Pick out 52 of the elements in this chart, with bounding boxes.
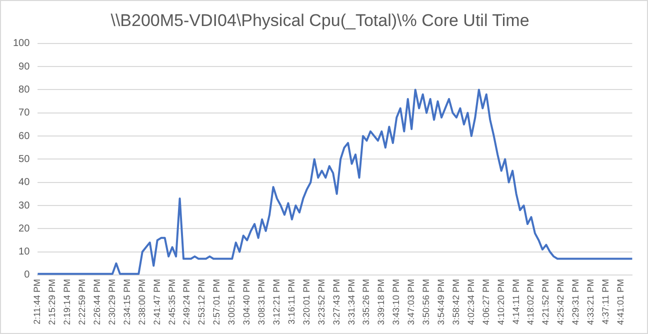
x-tick-label: 4:02:34 PM (466, 278, 476, 326)
x-tick-label: 3:54:49 PM (436, 278, 446, 326)
x-tick-label: 3:20:01 PM (301, 278, 312, 326)
x-tick-label: 4:06:27 PM (480, 278, 491, 326)
y-tick-label: 0 (24, 270, 30, 281)
y-tick-label: 70 (18, 108, 30, 119)
x-tick-label: 4:18:02 PM (526, 278, 536, 326)
x-tick-label: 4:33:21 PM (586, 278, 596, 326)
x-tick-label: 4:14:11 PM (510, 278, 521, 324)
x-tick-label: 3:16:11 PM (286, 278, 296, 324)
y-tick-label: 80 (18, 84, 30, 96)
x-tick-label: 4:41:01 PM (615, 278, 626, 326)
y-tick-label: 30 (18, 200, 30, 212)
x-tick-label: 3:47:03 PM (406, 278, 416, 326)
x-tick-label: 3:08:31 PM (256, 278, 267, 326)
x-tick-label: 3:39:18 PM (376, 278, 386, 326)
x-tick-label: 2:15:29 PM (47, 278, 58, 326)
x-tick-label: 3:00:51 PM (226, 278, 237, 326)
chart-title: \\B200M5-VDI04\Physical Cpu(_Total)\% Core Util Time (110, 10, 530, 30)
y-tick-label: 100 (12, 38, 30, 50)
y-tick-label: 10 (18, 246, 30, 258)
x-tick-label: 2:19:14 PM (62, 278, 72, 326)
y-tick-label: 90 (18, 61, 30, 72)
x-tick-label: 2:53:12 PM (196, 278, 207, 326)
x-tick-label: 2:26:44 PM (92, 278, 102, 326)
x-tick-label: 2:49:24 PM (182, 278, 192, 326)
x-tick-label: 4:21:52 PM (540, 278, 551, 326)
x-tick-label: 2:22:59 PM (77, 278, 88, 326)
x-tick-label: 2:11:44 PM (32, 278, 42, 324)
x-tick-label: 3:12:21 PM (271, 278, 282, 326)
y-tick-label: 20 (18, 223, 30, 234)
y-tick-label: 60 (18, 130, 30, 142)
y-tick-label: 40 (18, 177, 30, 188)
x-tick-label: 3:43:10 PM (391, 278, 402, 326)
x-tick-label: 2:30:29 PM (106, 278, 117, 326)
x-tick-label: 4:25:42 PM (556, 278, 566, 326)
x-tick-label: 4:10:20 PM (496, 278, 506, 326)
x-tick-label: 3:35:26 PM (361, 278, 372, 326)
x-tick-label: 3:04:40 PM (242, 278, 252, 326)
x-tick-label: 2:57:01 PM (212, 278, 222, 326)
x-tick-label: 2:45:35 PM (166, 278, 177, 326)
x-tick-label: 4:29:31 PM (570, 278, 581, 326)
x-tick-label: 3:27:43 PM (331, 278, 342, 326)
x-tick-label: 2:38:00 PM (136, 278, 147, 326)
x-tick-label: 3:31:34 PM (346, 278, 356, 326)
x-tick-label: 3:23:52 PM (316, 278, 326, 326)
x-tick-label: 3:58:42 PM (450, 278, 461, 326)
y-tick-label: 50 (18, 154, 30, 165)
x-tick-label: 4:37:11 PM (600, 278, 611, 324)
x-tick-label: 2:41:47 PM (152, 278, 162, 326)
x-tick-label: 2:34:15 PM (122, 278, 132, 326)
x-tick-label: 3:50:56 PM (421, 278, 432, 326)
